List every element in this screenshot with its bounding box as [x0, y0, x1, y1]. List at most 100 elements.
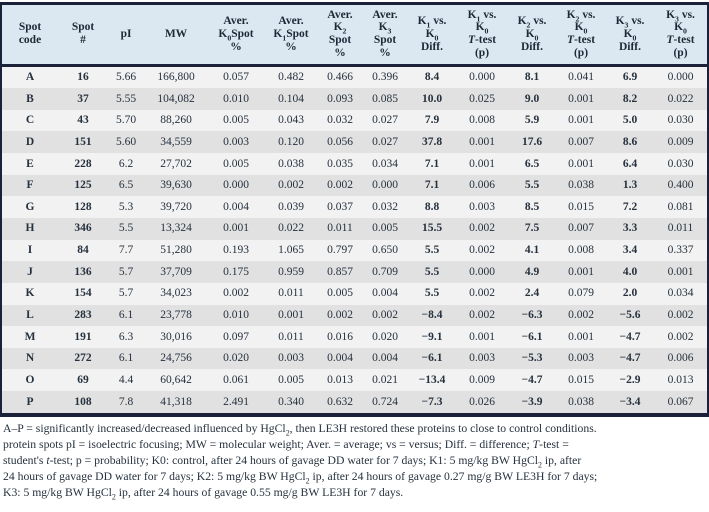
- table-row: L 283 6.1 23,778 0.010 0.001 0.002 0.002 −8.4 0.0…: [2, 304, 707, 327]
- cell-pi: 6.1: [118, 352, 134, 365]
- column-header-aver-k2-spot-pct: Aver. K2 Spot %: [318, 5, 362, 67]
- cell-k3-vs-k0-ttest: 0.009: [667, 135, 694, 148]
- cell-aver-k2-spot-pct: 0.005: [327, 287, 353, 300]
- table-footnote: A–P = significantly increased/decreased …: [3, 421, 598, 502]
- cell-k2-vs-k0-diff: 6.5: [524, 157, 540, 170]
- column-header-pi: pI: [108, 5, 144, 67]
- cell-aver-k0-spot-pct: 0.010: [223, 92, 249, 105]
- cell-k3-vs-k0-ttest: 0.002: [667, 309, 694, 322]
- cell-k3-vs-k0-ttest: 0.400: [667, 179, 694, 192]
- column-header-k3-vs-k0-diff: K3 vs. K0 Diff.: [606, 5, 654, 67]
- cell-aver-k0-spot-pct: 0.005: [223, 157, 249, 170]
- table-row: N 272 6.1 24,756 0.020 0.003 0.004 0.004 −6.1 0.0…: [2, 347, 707, 370]
- table-row: G 128 5.3 39,720 0.004 0.039 0.037 0.032 8.8 0.00…: [2, 196, 707, 218]
- cell-k1-vs-k0-diff: 5.5: [424, 265, 440, 278]
- cell-spot-code: H: [25, 222, 35, 235]
- cell-k3-vs-k0-diff: 3.4: [622, 244, 638, 257]
- cell-k2-vs-k0-diff: 5.5: [524, 179, 540, 192]
- cell-k3-vs-k0-diff: −5.6: [619, 309, 641, 322]
- cell-mw: 34,023: [160, 287, 192, 300]
- cell-spot-number: 151: [74, 135, 92, 148]
- cell-mw: 27,702: [160, 157, 192, 170]
- cell-aver-k1-spot-pct: 0.959: [278, 265, 304, 278]
- cell-mw: 104,082: [157, 92, 195, 105]
- cell-k3-vs-k0-ttest: 0.034: [667, 287, 694, 300]
- cell-k1-vs-k0-diff: 10.0: [421, 92, 443, 105]
- cell-aver-k0-spot-pct: 0.020: [223, 352, 249, 365]
- table-row: H 346 5.5 13,324 0.001 0.022 0.011 0.005 15.5 0.0…: [2, 217, 707, 240]
- cell-aver-k1-spot-pct: 0.038: [278, 157, 304, 170]
- cell-k1-vs-k0-diff: 7.1: [424, 157, 440, 170]
- cell-aver-k2-spot-pct: 0.056: [327, 135, 353, 148]
- cell-pi: 7.7: [118, 244, 134, 257]
- column-header-k3-vs-k0-ttest: K3 vs. K0 T-test (p): [654, 5, 707, 67]
- cell-k3-vs-k0-diff: 2.0: [622, 287, 638, 300]
- cell-aver-k2-spot-pct: 0.857: [327, 265, 353, 278]
- cell-k3-vs-k0-diff: −3.4: [619, 395, 641, 408]
- cell-aver-k0-spot-pct: 2.491: [223, 395, 249, 408]
- cell-spot-number: 272: [74, 352, 92, 365]
- cell-spot-number: 154: [74, 287, 92, 300]
- cell-pi: 6.2: [118, 157, 134, 170]
- cell-k1-vs-k0-diff: 8.8: [424, 200, 440, 213]
- column-header-spot-code: Spot code: [2, 5, 58, 67]
- cell-aver-k3-spot-pct: 0.650: [372, 244, 398, 257]
- table-body: A 16 5.66 166,800 0.057 0.482 0.466 0.396 8.4 0.0…: [2, 65, 707, 413]
- cell-k3-vs-k0-diff: 8.2: [622, 92, 638, 105]
- cell-aver-k1-spot-pct: 1.065: [278, 244, 304, 257]
- cell-k2-vs-k0-diff: −3.9: [521, 395, 543, 408]
- cell-k2-vs-k0-ttest: 0.007: [568, 135, 594, 148]
- cell-mw: 51,280: [160, 244, 192, 257]
- cell-k1-vs-k0-diff: 7.1: [424, 179, 440, 192]
- cell-aver-k2-spot-pct: 0.016: [327, 330, 353, 343]
- cell-spot-number: 84: [77, 244, 89, 257]
- cell-k3-vs-k0-ttest: 0.000: [667, 71, 694, 83]
- cell-aver-k1-spot-pct: 0.003: [278, 352, 304, 365]
- cell-spot-number: 37: [77, 92, 89, 105]
- cell-aver-k2-spot-pct: 0.035: [327, 157, 353, 170]
- cell-k2-vs-k0-ttest: 0.003: [568, 352, 594, 365]
- cell-aver-k0-spot-pct: 0.002: [223, 287, 249, 300]
- cell-spot-code: E: [26, 157, 34, 170]
- cell-aver-k1-spot-pct: 0.011: [278, 330, 304, 343]
- column-header-aver-k0-spot-pct: Aver. K0Spot %: [208, 5, 264, 67]
- cell-k3-vs-k0-ttest: 0.002: [667, 330, 694, 343]
- cell-k2-vs-k0-ttest: 0.015: [568, 200, 594, 213]
- cell-pi: 5.70: [115, 114, 137, 127]
- cell-aver-k3-spot-pct: 0.000: [372, 179, 398, 192]
- cell-k1-vs-k0-ttest: 0.026: [469, 395, 495, 408]
- cell-k3-vs-k0-ttest: 0.013: [667, 373, 694, 386]
- cell-spot-code: D: [25, 135, 35, 148]
- table-row: M 191 6.3 30,016 0.097 0.011 0.016 0.020 −9.1 0.0…: [2, 326, 707, 348]
- table-header: Spot code Spot # pI MW Aver. K0Spot % Av…: [2, 5, 707, 67]
- cell-aver-k1-spot-pct: 0.002: [278, 179, 304, 192]
- table-row: P 108 7.8 41,318 2.491 0.340 0.632 0.724 −7.3 0.0…: [2, 391, 707, 413]
- cell-aver-k2-spot-pct: 0.013: [327, 373, 353, 386]
- cell-k3-vs-k0-ttest: 0.081: [667, 200, 694, 213]
- cell-mw: 41,318: [160, 395, 192, 408]
- cell-k2-vs-k0-diff: 4.9: [524, 265, 540, 278]
- table-row: I 84 7.7 51,280 0.193 1.065 0.797 0.650 5.5 0.002…: [2, 239, 707, 262]
- cell-k3-vs-k0-ttest: 0.001: [667, 265, 694, 278]
- cell-k2-vs-k0-diff: 5.9: [524, 114, 540, 127]
- cell-pi: 6.5: [118, 179, 134, 192]
- cell-mw: 88,260: [160, 114, 192, 127]
- cell-mw: 60,642: [160, 373, 192, 386]
- cell-mw: 24,756: [160, 352, 192, 365]
- cell-mw: 39,630: [160, 179, 192, 192]
- cell-k2-vs-k0-ttest: 0.007: [568, 222, 594, 235]
- cell-k1-vs-k0-diff: 37.8: [421, 135, 443, 148]
- cell-spot-code: N: [25, 352, 35, 365]
- cell-k2-vs-k0-diff: 4.1: [524, 244, 540, 257]
- cell-k2-vs-k0-diff: −4.7: [521, 373, 543, 386]
- cell-spot-number: 136: [74, 265, 92, 278]
- cell-k1-vs-k0-diff: −9.1: [421, 330, 443, 343]
- cell-k2-vs-k0-ttest: 0.015: [568, 373, 594, 386]
- table-row: E 228 6.2 27,702 0.005 0.038 0.035 0.034 7.1 0.00…: [2, 153, 707, 175]
- cell-k1-vs-k0-ttest: 0.002: [469, 309, 495, 322]
- cell-aver-k1-spot-pct: 0.011: [278, 287, 304, 300]
- cell-aver-k2-spot-pct: 0.004: [327, 352, 353, 365]
- cell-k3-vs-k0-diff: 3.3: [622, 222, 638, 235]
- cell-aver-k3-spot-pct: 0.396: [372, 71, 398, 83]
- cell-pi: 5.5: [118, 222, 134, 235]
